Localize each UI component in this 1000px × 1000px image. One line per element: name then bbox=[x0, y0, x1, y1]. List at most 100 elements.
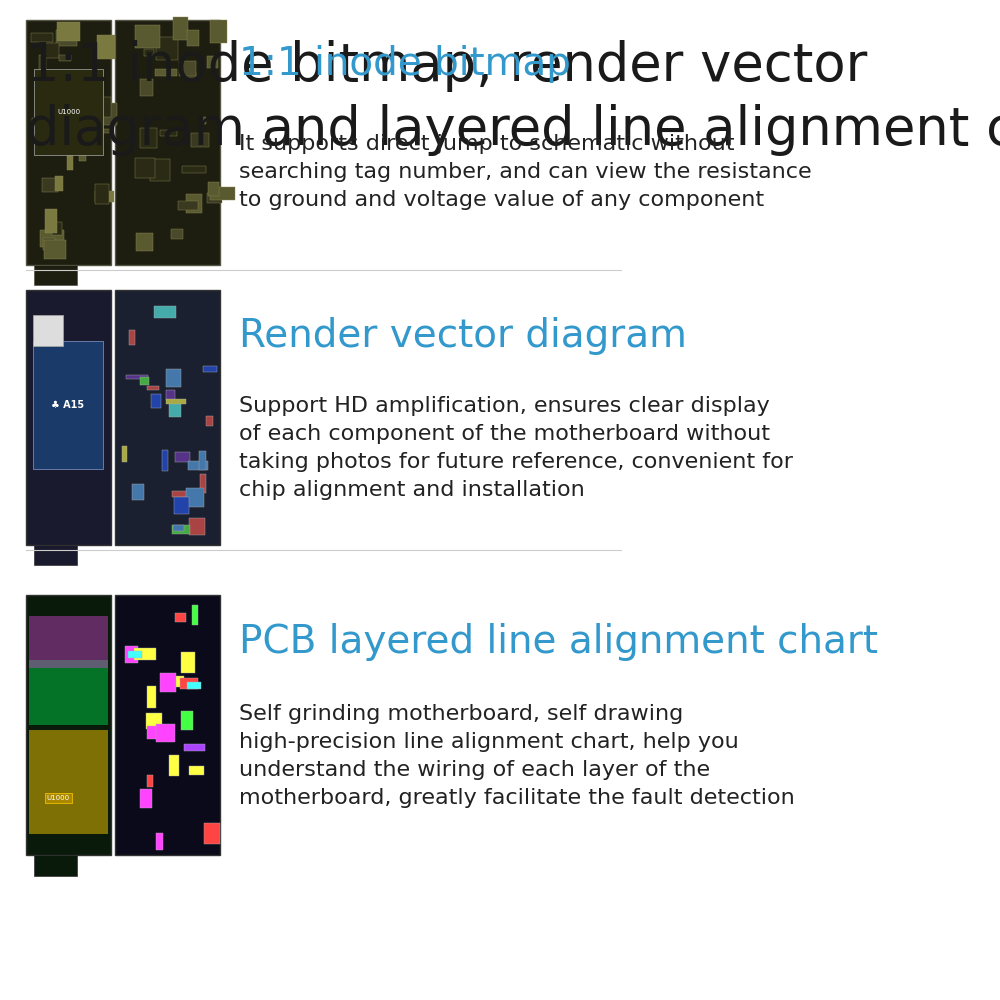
Bar bbox=[169, 755, 179, 776]
Bar bbox=[160, 673, 176, 692]
Text: U1000: U1000 bbox=[47, 795, 70, 801]
Bar bbox=[172, 491, 192, 497]
Bar bbox=[192, 605, 198, 625]
Bar bbox=[173, 525, 184, 531]
Bar bbox=[155, 69, 177, 76]
Bar bbox=[45, 129, 58, 134]
Bar bbox=[203, 366, 217, 372]
Text: ♣ A15: ♣ A15 bbox=[51, 400, 84, 410]
Bar bbox=[199, 451, 206, 470]
Bar bbox=[115, 595, 220, 855]
Bar bbox=[191, 133, 209, 147]
Bar bbox=[169, 400, 181, 417]
Text: U1000: U1000 bbox=[57, 109, 80, 115]
Bar bbox=[140, 128, 157, 148]
Bar bbox=[147, 386, 159, 390]
Bar bbox=[56, 30, 77, 46]
Bar bbox=[144, 49, 154, 56]
Bar bbox=[140, 377, 149, 385]
Bar bbox=[186, 488, 204, 507]
Bar bbox=[182, 166, 206, 173]
Bar bbox=[26, 290, 111, 545]
Bar bbox=[128, 651, 142, 658]
Bar bbox=[126, 375, 148, 379]
Bar bbox=[184, 744, 205, 751]
Text: PCB layered line alignment chart: PCB layered line alignment chart bbox=[239, 623, 878, 661]
Bar bbox=[162, 450, 168, 471]
Bar bbox=[65, 138, 79, 142]
Bar bbox=[180, 678, 198, 689]
Bar bbox=[187, 30, 199, 46]
Bar bbox=[135, 158, 155, 178]
Bar bbox=[181, 711, 193, 730]
Bar bbox=[34, 545, 77, 565]
Bar bbox=[26, 595, 111, 855]
Bar bbox=[150, 159, 170, 181]
Bar bbox=[95, 191, 114, 202]
Bar bbox=[59, 55, 71, 61]
Bar bbox=[166, 399, 186, 404]
Bar bbox=[34, 855, 77, 876]
Bar bbox=[186, 194, 202, 213]
Bar bbox=[210, 20, 227, 43]
Bar bbox=[147, 686, 156, 708]
Bar bbox=[156, 724, 175, 742]
Bar bbox=[166, 369, 181, 387]
Bar bbox=[29, 730, 108, 834]
Bar bbox=[26, 20, 111, 265]
Bar bbox=[57, 22, 80, 41]
Bar bbox=[44, 43, 59, 58]
Bar bbox=[95, 184, 109, 204]
Bar bbox=[181, 652, 195, 673]
Bar bbox=[115, 290, 220, 545]
Bar bbox=[122, 446, 127, 462]
Bar bbox=[34, 265, 77, 285]
Bar bbox=[29, 660, 108, 725]
Bar bbox=[140, 79, 153, 96]
Bar bbox=[115, 20, 220, 265]
Bar bbox=[156, 833, 163, 850]
Bar bbox=[188, 461, 208, 470]
Bar bbox=[189, 518, 205, 535]
Bar bbox=[135, 25, 160, 48]
Bar bbox=[134, 648, 156, 660]
Bar bbox=[79, 147, 86, 161]
Text: It supports direct jump to schematic without
searching tag number, and can view : It supports direct jump to schematic wit… bbox=[239, 134, 812, 210]
Bar bbox=[154, 306, 176, 318]
Bar bbox=[173, 17, 188, 40]
Bar bbox=[92, 114, 104, 120]
Bar bbox=[140, 789, 152, 808]
Bar bbox=[86, 106, 111, 124]
Bar bbox=[151, 394, 161, 408]
Bar bbox=[42, 178, 58, 192]
Bar bbox=[52, 222, 62, 235]
Text: 1:1 inode bitmap: 1:1 inode bitmap bbox=[239, 45, 571, 83]
Bar bbox=[210, 187, 235, 200]
Bar bbox=[55, 176, 63, 191]
Bar bbox=[40, 230, 64, 247]
Bar bbox=[31, 33, 53, 42]
Bar bbox=[187, 682, 201, 689]
Bar bbox=[160, 130, 177, 136]
Bar bbox=[175, 613, 186, 622]
Bar bbox=[132, 484, 144, 500]
Bar bbox=[36, 96, 49, 121]
Bar bbox=[97, 103, 117, 125]
Bar bbox=[164, 676, 184, 687]
Bar bbox=[88, 97, 111, 117]
Text: 1:1 inode bitmap, render vector
diagram and layered line alignment chart: 1:1 inode bitmap, render vector diagram … bbox=[26, 40, 1000, 156]
Bar bbox=[146, 713, 162, 729]
Bar bbox=[33, 341, 103, 468]
Bar bbox=[200, 474, 206, 493]
Bar bbox=[44, 240, 66, 259]
Bar bbox=[29, 616, 108, 668]
Bar bbox=[129, 330, 135, 345]
Text: Self grinding motherboard, self drawing
high-precision line alignment chart, hel: Self grinding motherboard, self drawing … bbox=[239, 704, 795, 808]
Bar bbox=[147, 775, 153, 787]
Bar bbox=[179, 61, 196, 76]
Bar bbox=[172, 525, 190, 534]
Text: Render vector diagram: Render vector diagram bbox=[239, 317, 687, 355]
Bar bbox=[171, 229, 183, 239]
Bar bbox=[45, 209, 57, 233]
Bar bbox=[189, 766, 204, 775]
